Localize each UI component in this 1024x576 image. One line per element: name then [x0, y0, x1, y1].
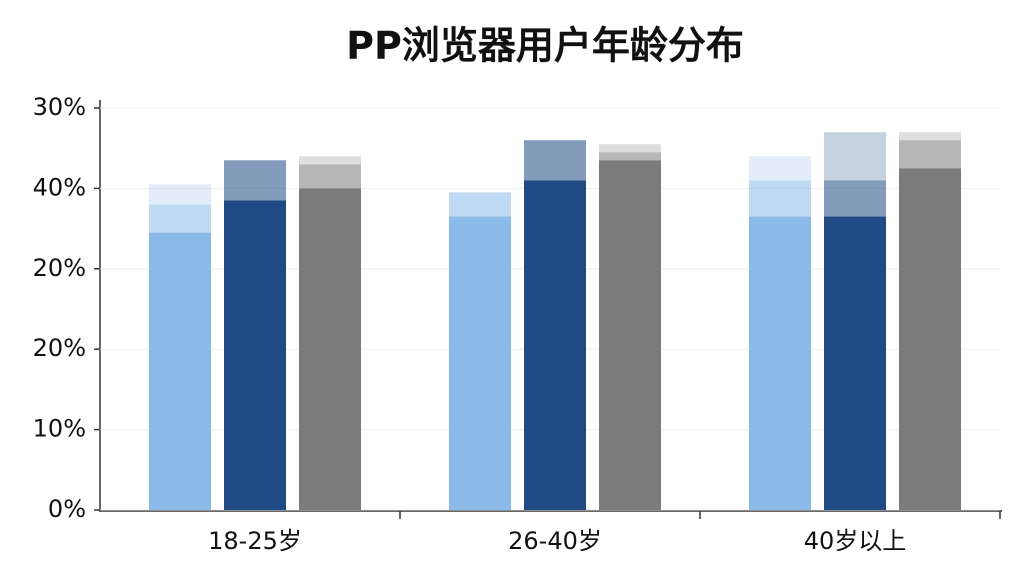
bar-segment: [149, 232, 211, 510]
bar-segment: [824, 180, 886, 217]
bar-segment: [149, 204, 211, 233]
x-tick-label: 18-25岁: [208, 527, 302, 555]
bar-segment: [749, 156, 811, 181]
y-tick-label: 40%: [33, 173, 86, 201]
bar-segment: [299, 156, 361, 165]
bar-segment: [599, 160, 661, 510]
bar-segment: [899, 140, 961, 169]
chart-title: PP浏览器用户年龄分布: [346, 24, 744, 68]
bar-segment: [899, 132, 961, 141]
y-tick-label: 0%: [48, 495, 86, 523]
y-tick-label: 20%: [33, 334, 86, 362]
y-tick-label: 30%: [33, 93, 86, 121]
bar-segment: [599, 152, 661, 161]
x-tick-label: 40岁以上: [804, 527, 907, 555]
bar-segment: [749, 216, 811, 510]
bar-segment: [824, 132, 886, 181]
bar-segment: [149, 184, 211, 205]
x-tick-label: 26-40岁: [508, 527, 602, 555]
bar-segment: [299, 164, 361, 189]
bar-segment: [599, 144, 661, 153]
bar-segment: [224, 160, 286, 201]
bar-segment: [899, 168, 961, 511]
bar-segment: [749, 180, 811, 217]
bar-segment: [299, 188, 361, 510]
y-tick-label: 20%: [33, 254, 86, 282]
bar-segment: [524, 180, 586, 510]
bar-segment: [449, 216, 511, 510]
bar-segment: [224, 200, 286, 511]
bar-segment: [449, 192, 511, 217]
y-tick-label: 10%: [33, 415, 86, 443]
bar-segment: [824, 216, 886, 510]
bar-segment: [524, 140, 586, 181]
